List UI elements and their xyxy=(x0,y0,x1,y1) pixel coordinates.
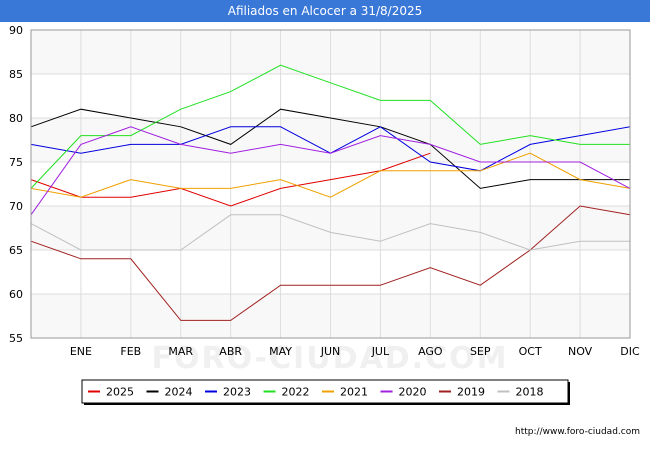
series-lines xyxy=(30,64,631,321)
x-tick-label: FEB xyxy=(120,345,141,358)
watermark: FORO-CIUDAD.COM xyxy=(152,341,509,376)
axes xyxy=(30,29,631,339)
x-tick-label: MAR xyxy=(168,345,193,358)
x-tick-label: AGO xyxy=(418,345,443,358)
legend-label-2022: 2022 xyxy=(282,386,310,399)
x-tick-label: JUL xyxy=(371,345,390,358)
legend-label-2025: 2025 xyxy=(106,386,134,399)
x-tick-label: MAY xyxy=(269,345,292,358)
y-tick-label: 90 xyxy=(9,24,23,37)
y-tick-labels: 55 60 65 70 75 80 85 90 xyxy=(9,24,23,345)
x-tick-label: NOV xyxy=(568,345,593,358)
plot-border xyxy=(30,29,631,339)
series-line-2018 xyxy=(30,214,630,251)
y-tick-label: 60 xyxy=(9,288,23,301)
x-tick-label: ABR xyxy=(219,345,242,358)
y-tick-label: 55 xyxy=(9,332,23,345)
y-tick-label: 70 xyxy=(9,200,23,213)
y-tick-label: 65 xyxy=(9,244,23,257)
y-tick-label: 85 xyxy=(9,68,23,81)
legend-label-2024: 2024 xyxy=(165,386,193,399)
series-line-2025 xyxy=(30,152,431,207)
series-line-2024 xyxy=(30,108,630,189)
chart-title: Afiliados en Alcocer a 31/8/2025 xyxy=(0,0,650,22)
legend: 2025 2024 2023 2022 2021 2020 2019 2018 xyxy=(81,379,570,405)
x-tick-labels: ENE FEB MAR ABR MAY JUN JUL AGO SEP OCT NOV DIC xyxy=(70,345,640,358)
legend-label-2019: 2019 xyxy=(457,386,485,399)
legend-label-2021: 2021 xyxy=(340,386,368,399)
legend-label-2023: 2023 xyxy=(223,386,251,399)
x-tick-label: OCT xyxy=(519,345,542,358)
source-link[interactable]: http://www.foro-ciudad.com xyxy=(515,427,640,437)
x-tick-label: DIC xyxy=(620,345,640,358)
legend-label-2018: 2018 xyxy=(516,386,544,399)
x-tick-label: SEP xyxy=(470,345,491,358)
x-tick-label: ENE xyxy=(70,345,92,358)
series-line-2021 xyxy=(30,152,631,198)
x-tick-label: JUN xyxy=(320,345,341,358)
y-tick-label: 75 xyxy=(9,156,23,169)
series-line-2022 xyxy=(30,64,630,189)
legend-label-2020: 2020 xyxy=(399,386,427,399)
y-tick-label: 80 xyxy=(9,112,23,125)
series-line-2020 xyxy=(30,126,631,216)
